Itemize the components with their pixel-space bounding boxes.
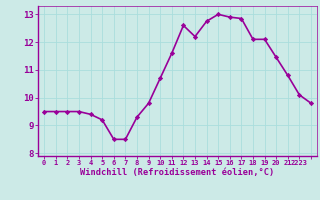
X-axis label: Windchill (Refroidissement éolien,°C): Windchill (Refroidissement éolien,°C) [80,168,275,177]
